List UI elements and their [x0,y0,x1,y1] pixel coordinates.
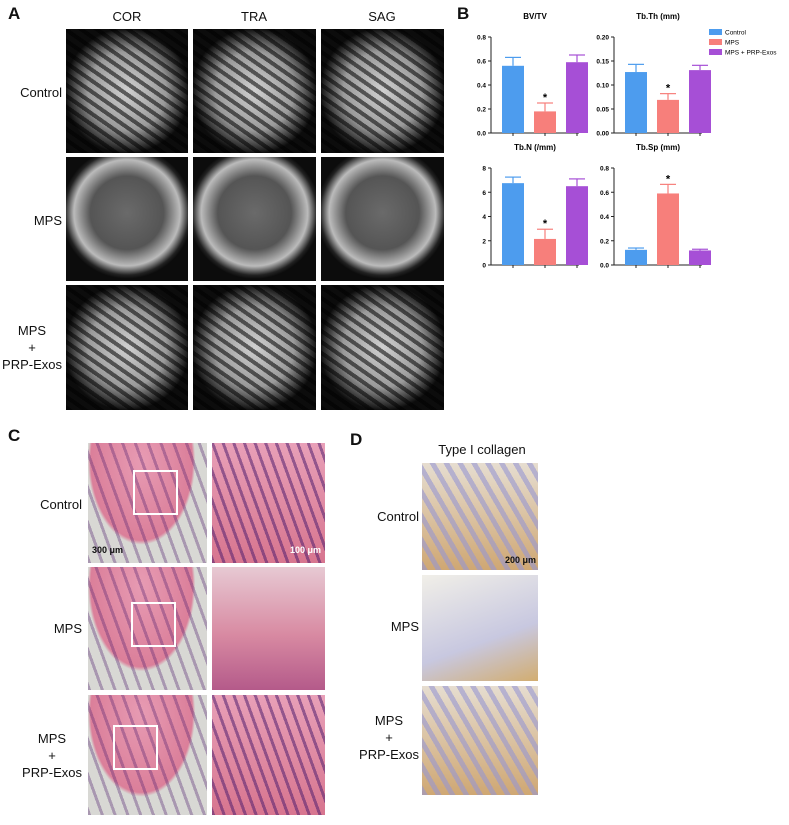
y-tick-label: 0.2 [477,107,486,114]
y-tick-label: 0.0 [477,131,486,138]
bar-mps-prp-exos [566,186,588,265]
significance-asterisk: * [666,83,671,95]
significance-asterisk: * [543,92,548,104]
microct-mps-cor [66,157,188,281]
significance-asterisk: * [666,173,671,185]
y-tick-label: 0 [482,263,486,270]
chart-2: Tb.N (/mm) 0 2 4 6 8 * [482,143,588,270]
y-tick-label: 8 [482,166,486,173]
y-tick-label: 0.05 [596,107,609,114]
y-tick-label: 0.6 [477,59,486,66]
y-tick-label: 6 [482,190,486,197]
chart-title: Tb.Sp (mm) [636,143,680,152]
zoom-box [113,725,158,770]
row-label-mps-d: MPS [390,619,419,634]
bar-control [625,249,647,265]
legend-swatch [709,39,722,45]
chart-title: BV/TV [523,12,547,21]
bar-mps [657,193,679,265]
ihc-mps [422,575,538,681]
zoom-box [131,602,176,647]
row-label-prp-d: MPS + PRP-Exos [359,713,419,762]
y-tick-label: 0.10 [596,83,609,90]
panel-c-label: C [8,426,21,445]
chart-title: Tb.Th (mm) [636,12,680,21]
ihc-prp [422,686,538,795]
scale-bar-100: 100 μm [289,545,321,555]
row-label-mps: MPS [33,213,62,228]
chart-title: Tb.N (/mm) [514,143,556,152]
legend-label: MPS [725,40,740,47]
he-control-high: 100 μm [212,443,325,563]
y-tick-label: 0.0 [600,263,609,270]
column-header-sag: SAG [368,9,396,24]
microct-control-cor [66,29,188,153]
he-control-low: 300 μm [88,443,207,563]
row-label-control-c: Control [40,497,82,512]
column-header-tra: TRA [241,9,267,24]
legend-label: Control [725,30,747,37]
bar-control [625,72,647,133]
significance-asterisk: * [543,218,548,230]
bar-control [502,65,524,133]
microct-control-tra [193,29,316,153]
he-prp-high [212,695,325,815]
y-tick-label: 2 [482,238,486,245]
y-tick-label: 0.2 [600,238,609,245]
microct-control-sag [321,29,444,153]
panel-b-label: B [457,4,470,23]
row-label-mps-c: MPS [53,621,82,636]
he-mps-low [88,567,207,690]
row-label-control-d: Control [377,509,419,524]
bar-mps-prp-exos [689,70,711,133]
row-label-control: Control [20,85,62,100]
chart-1: Tb.Th (mm) 0.00 0.05 0.10 0.15 0.20 * [596,12,711,138]
y-tick-label: 0.6 [600,190,609,197]
panel-a-label: A [8,4,21,23]
bar-charts: BV/TV0.00.20.40.60.8*Tb.Th (mm)0.000.050… [477,12,777,270]
legend-swatch [709,49,722,55]
bar-mps-prp-exos [566,62,588,134]
panel-d-title: Type I collagen [438,442,526,457]
scale-bar-300: 300 μm [92,545,124,555]
y-tick-label: 4 [482,214,486,221]
bar-mps [657,99,679,133]
chart-3: Tb.Sp (mm) 0.0 0.2 0.4 0.6 0.8 * [600,143,711,270]
zoom-box [133,470,178,515]
bar-mps [534,238,556,265]
chart-0: BV/TV 0.0 0.2 0.4 0.6 0.8 * [477,12,588,138]
he-prp-low [88,695,207,815]
y-tick-label: 0.20 [596,35,609,42]
y-tick-label: 0.4 [477,83,486,90]
bar-mps [534,111,556,133]
column-header-cor: COR [112,9,142,24]
y-tick-label: 0.15 [596,59,609,66]
y-tick-label: 0.8 [600,166,609,173]
microct-mps-sag [321,157,444,281]
microct-prp-sag [321,285,444,410]
microct-prp-cor [66,285,188,410]
y-tick-label: 0.4 [600,214,609,221]
bar-mps-prp-exos [689,250,711,265]
legend-label: MPS + PRP-Exos [725,50,777,57]
microct-prp-tra [193,285,316,410]
panel-d-label: D [350,430,363,449]
scale-bar-200: 200 μm [504,555,536,565]
y-tick-label: 0.00 [596,131,609,138]
y-tick-label: 0.8 [477,35,486,42]
ihc-control: 200 μm [422,463,538,570]
he-mps-high [212,567,325,690]
row-label-prp-c: MPS + PRP-Exos [22,731,82,780]
legend-swatch [709,29,722,35]
row-label-mps-prp-exos: MPS + PRP-Exos [2,323,62,372]
bar-control [502,183,524,265]
microct-mps-tra [193,157,316,281]
